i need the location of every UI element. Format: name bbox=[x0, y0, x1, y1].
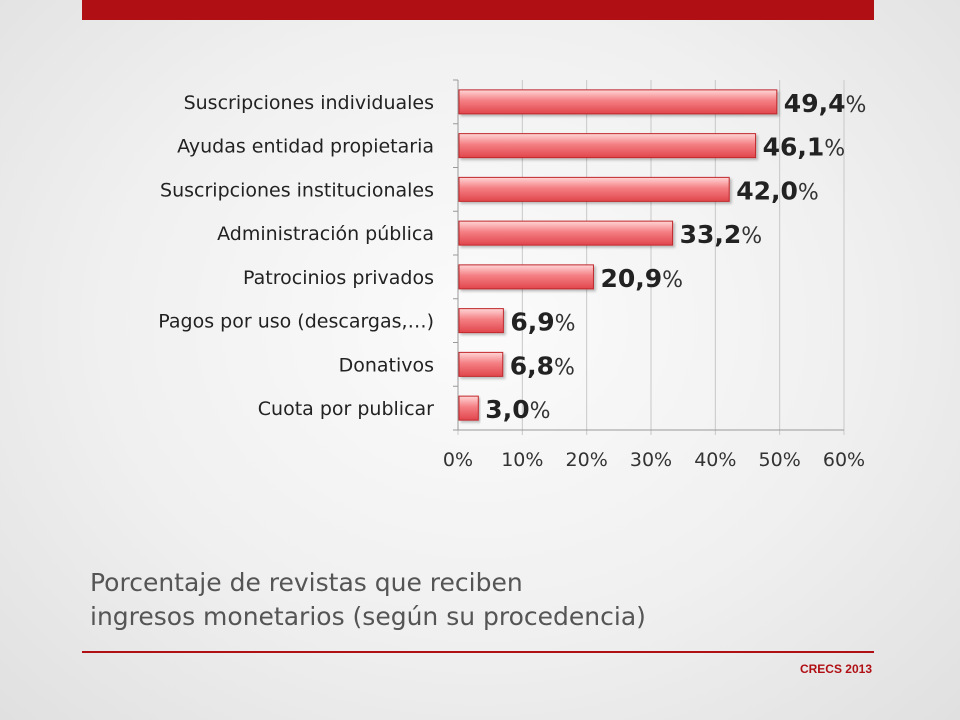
bar bbox=[458, 264, 594, 290]
bar bbox=[458, 308, 504, 334]
x-tick-label: 20% bbox=[566, 449, 608, 471]
slide-title: Porcentaje de revistas que reciben ingre… bbox=[90, 566, 850, 634]
title-line-2: ingresos monetarios (según su procedenci… bbox=[90, 602, 646, 631]
data-label: 6,9% bbox=[510, 308, 575, 337]
category-label: Donativos bbox=[339, 354, 434, 376]
bars bbox=[458, 89, 778, 421]
gridlines bbox=[453, 79, 845, 435]
category-label: Suscripciones individuales bbox=[184, 92, 434, 114]
bar-chart: Suscripciones individuales Ayudas entidad… bbox=[158, 79, 866, 471]
x-axis-tick-labels: 0% 10% 20% 30% 40% 50% 60% bbox=[443, 449, 865, 471]
data-label: 6,8% bbox=[510, 351, 575, 380]
x-tick-label: 60% bbox=[823, 449, 865, 471]
data-label: 33,2% bbox=[680, 220, 763, 249]
bar bbox=[458, 133, 757, 159]
data-label: 46,1% bbox=[763, 133, 846, 162]
x-tick-label: 50% bbox=[759, 449, 801, 471]
value-labels: 49,4% 46,1% 42,0% 33,2% 20,9% 6,9% 6,8% 3,0% bbox=[485, 89, 866, 424]
x-tick-label: 30% bbox=[630, 449, 672, 471]
data-label: 49,4% bbox=[784, 89, 867, 118]
bar bbox=[458, 395, 479, 421]
category-label: Suscripciones institucionales bbox=[160, 179, 434, 201]
top-accent-bar bbox=[82, 0, 874, 20]
category-labels: Suscripciones individuales Ayudas entidad… bbox=[158, 92, 434, 420]
category-label: Pagos por uso (descargas,…) bbox=[158, 311, 434, 333]
footer-text: CRECS 2013 bbox=[799, 662, 872, 676]
data-label: 42,0% bbox=[736, 176, 819, 205]
bar bbox=[458, 89, 778, 115]
data-label: 3,0% bbox=[485, 395, 550, 424]
bar bbox=[458, 176, 730, 202]
bar bbox=[458, 220, 674, 246]
category-label: Administración pública bbox=[217, 223, 434, 245]
category-label: Patrocinios privados bbox=[243, 267, 434, 289]
x-tick-label: 0% bbox=[443, 449, 473, 471]
category-label: Ayudas entidad propietaria bbox=[177, 136, 434, 158]
data-label: 20,9% bbox=[600, 264, 683, 293]
footer-rule bbox=[82, 651, 874, 653]
bar bbox=[458, 351, 504, 377]
x-tick-label: 10% bbox=[501, 449, 543, 471]
category-label: Cuota por publicar bbox=[258, 398, 434, 420]
x-tick-label: 40% bbox=[694, 449, 736, 471]
title-line-1: Porcentaje de revistas que reciben bbox=[90, 568, 523, 597]
